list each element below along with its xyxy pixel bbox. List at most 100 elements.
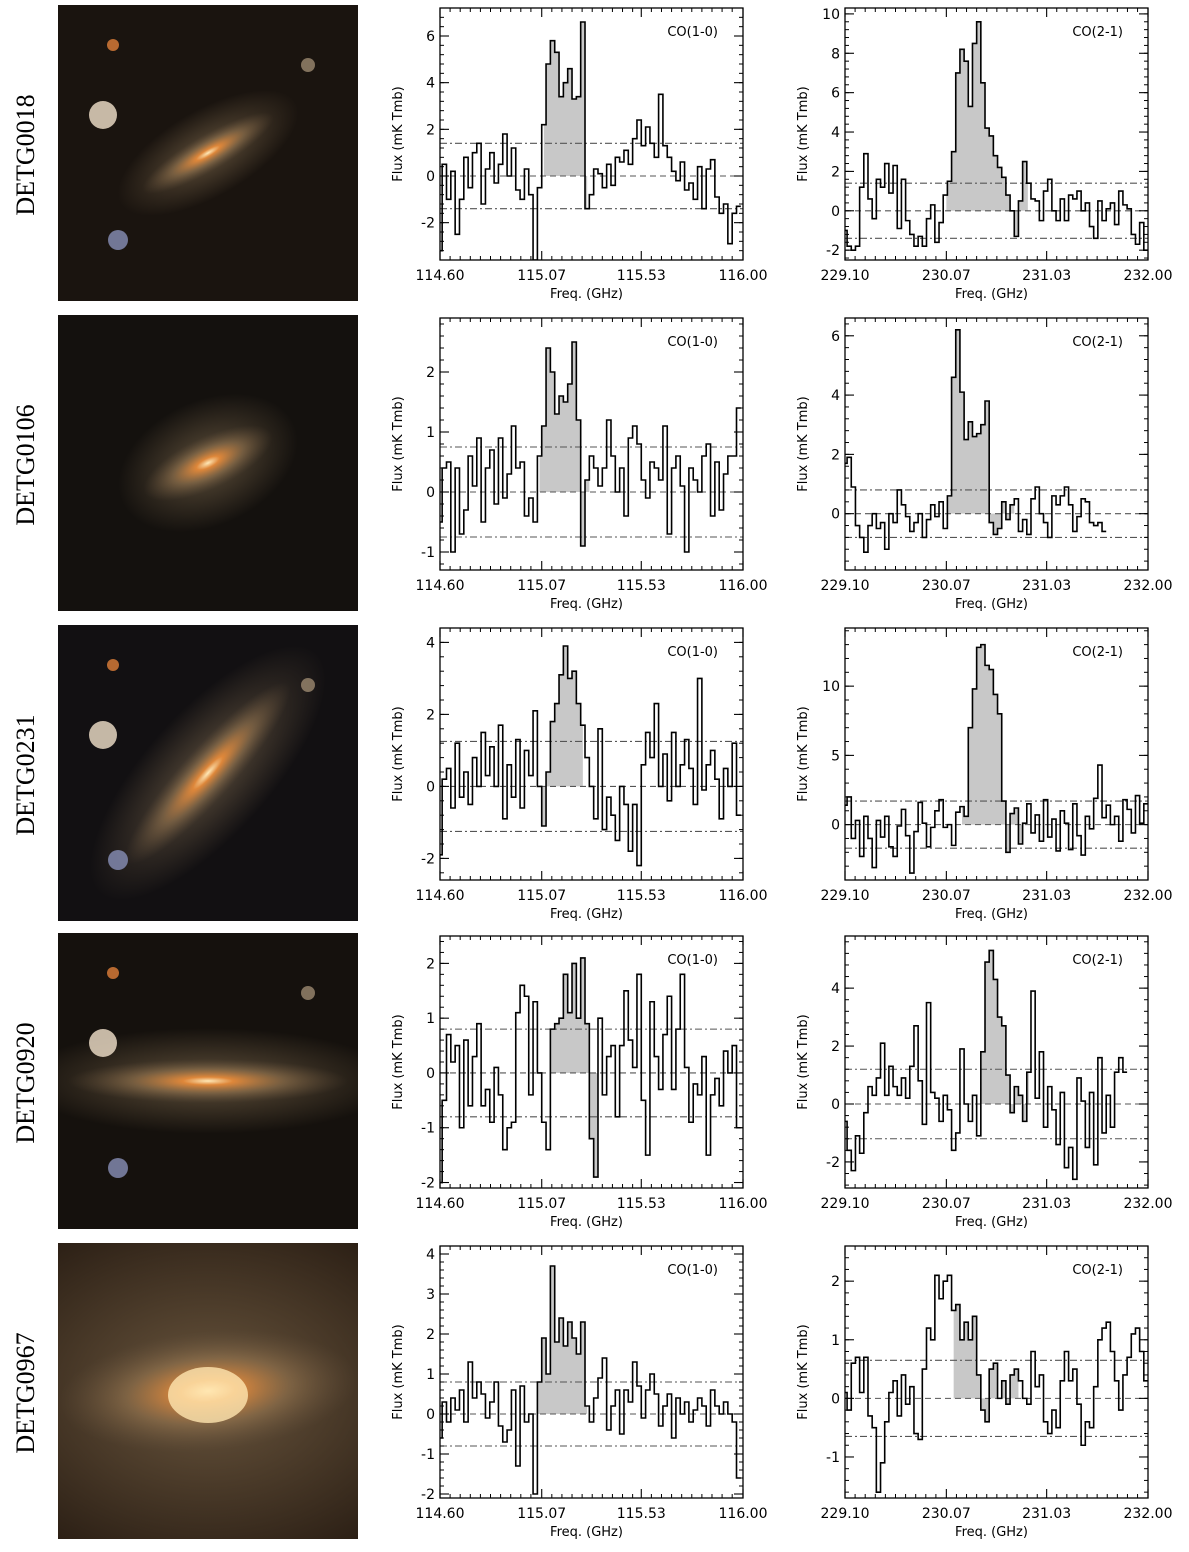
x-axis-label: Freq. (GHz): [550, 597, 623, 612]
y-tick-label: 2: [426, 707, 435, 723]
y-tick-label: 2: [831, 1039, 840, 1055]
x-tick-label: 116.00: [719, 1196, 768, 1212]
y-tick-label: 1: [426, 425, 435, 441]
y-tick-label: 2: [426, 1327, 435, 1343]
galaxy-image: [58, 1243, 358, 1539]
y-tick-label: 4: [426, 76, 435, 92]
x-tick-label: 232.00: [1124, 268, 1173, 284]
x-tick-label: 229.10: [821, 268, 870, 284]
line-shade: [550, 957, 598, 1178]
y-tick-label: -1: [826, 1450, 840, 1466]
x-tick-label: 115.53: [617, 1196, 666, 1212]
galaxy-row: DETG0967 114.60 115.07 115.53 116.00 -2 -1 0 1 2 3…: [0, 1238, 1189, 1540]
spectrum-line: [440, 645, 741, 867]
companion-object: [301, 986, 315, 1000]
spectrum-line: [845, 329, 1107, 554]
x-tick-label: 231.03: [1022, 268, 1071, 284]
line-shade: [946, 21, 1028, 237]
plot-frame: [439, 7, 744, 261]
x-tick-label: 230.07: [922, 578, 971, 594]
y-axis-label: Flux (mK Tmb): [391, 1324, 406, 1419]
companion-object: [108, 230, 128, 250]
x-tick-label: 116.00: [719, 1506, 768, 1522]
companion-object: [301, 58, 315, 72]
companion-object: [107, 39, 119, 51]
y-tick-label: -2: [421, 1176, 435, 1192]
line-shade: [962, 644, 1027, 853]
x-tick-label: 229.10: [821, 888, 870, 904]
transition-label: CO(1-0): [667, 1263, 718, 1278]
galaxy-name-label: DETG0967: [2, 1243, 46, 1533]
companion-object: [107, 659, 119, 671]
x-tick-label: 116.00: [719, 268, 768, 284]
y-tick-label: -2: [826, 1155, 840, 1171]
x-tick-label: 116.00: [719, 888, 768, 904]
y-tick-label: -1: [421, 1447, 435, 1463]
y-tick-label: 10: [822, 679, 840, 695]
transition-label: CO(2-1): [1072, 335, 1123, 350]
spectrum-panel: 229.10 230.07 231.03 232.00 0 2 4 6 Freq. (GHz) F…: [775, 310, 1175, 620]
y-tick-label: -2: [826, 243, 840, 259]
y-axis-label: Flux (mK Tmb): [796, 1014, 811, 1109]
x-axis-label: Freq. (GHz): [550, 1525, 623, 1540]
spectrum-line: [440, 341, 741, 553]
y-tick-label: 0: [426, 779, 435, 795]
x-tick-label: 115.53: [617, 1506, 666, 1522]
x-tick-label: 114.60: [416, 1196, 465, 1212]
plot-frame: [439, 1245, 744, 1499]
x-tick-label: 114.60: [416, 1506, 465, 1522]
galaxy-image: [58, 933, 358, 1229]
y-tick-label: 2: [831, 1274, 840, 1290]
y-axis-label: Flux (mK Tmb): [391, 706, 406, 801]
x-tick-label: 230.07: [922, 1196, 971, 1212]
x-tick-label: 115.53: [617, 888, 666, 904]
galaxy-image: [58, 625, 358, 921]
spectrum-line: [440, 21, 741, 260]
y-axis-label: Flux (mK Tmb): [796, 396, 811, 491]
y-tick-label: 5: [831, 748, 840, 764]
companion-object: [108, 850, 128, 870]
x-tick-label: 231.03: [1022, 578, 1071, 594]
x-tick-label: 114.60: [416, 578, 465, 594]
x-tick-label: 115.07: [517, 1506, 566, 1522]
y-tick-label: -1: [421, 545, 435, 561]
line-shade: [537, 1266, 588, 1494]
x-tick-label: 115.07: [517, 1196, 566, 1212]
x-axis-label: Freq. (GHz): [955, 597, 1028, 612]
x-tick-label: 115.07: [517, 888, 566, 904]
x-tick-label: 232.00: [1124, 578, 1173, 594]
x-tick-label: 116.00: [719, 578, 768, 594]
y-tick-label: 6: [831, 86, 840, 102]
y-tick-label: 4: [831, 981, 840, 997]
galaxy-row: DETG0018 114.60 115.07 115.53 116.00 -2 0 2 4 6 Fr…: [0, 0, 1189, 302]
y-tick-label: -2: [421, 851, 435, 867]
plot-frame: [439, 317, 744, 571]
galaxy-name: DETG0920: [11, 1022, 40, 1143]
y-tick-label: 0: [831, 1391, 840, 1407]
x-axis-label: Freq. (GHz): [550, 1215, 623, 1230]
x-tick-label: 229.10: [821, 1506, 870, 1522]
y-tick-label: 2: [426, 122, 435, 138]
transition-label: CO(1-0): [667, 645, 718, 660]
spectrum-line: [845, 949, 1128, 1181]
x-tick-label: 232.00: [1124, 888, 1173, 904]
transition-label: CO(1-0): [667, 335, 718, 350]
x-tick-label: 231.03: [1022, 888, 1071, 904]
y-tick-label: -2: [421, 216, 435, 232]
plot-frame: [844, 7, 1149, 261]
line-shade: [541, 646, 583, 826]
transition-label: CO(2-1): [1072, 25, 1123, 40]
galaxy-name-label: DETG0106: [2, 315, 46, 605]
spectrum-panel: 114.60 115.07 115.53 116.00 -2 -1 0 1 2 3 4 Freq. (…: [370, 1238, 770, 1548]
plot-frame: [439, 627, 744, 881]
spectrum-panel: 114.60 115.07 115.53 116.00 -2 -1 0 1 2 Freq. (GH…: [370, 928, 770, 1238]
spectrum-line: [845, 20, 1148, 251]
galaxy-name: DETG0967: [11, 1332, 40, 1453]
y-tick-label: 0: [831, 507, 840, 523]
x-tick-label: 230.07: [922, 268, 971, 284]
y-tick-label: 6: [426, 29, 435, 45]
line-shade: [543, 22, 588, 209]
companion-object: [108, 1158, 128, 1178]
y-tick-label: 0: [426, 485, 435, 501]
y-tick-label: 8: [831, 46, 840, 62]
